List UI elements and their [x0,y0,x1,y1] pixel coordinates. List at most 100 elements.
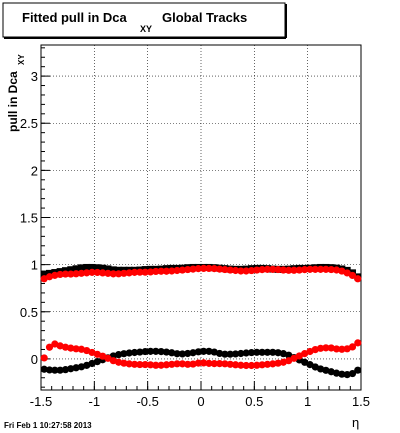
grid-lines [40,45,362,390]
data-point-circle [152,267,160,276]
data-point-circle [173,350,181,358]
data-point-circle [189,349,197,357]
y-axis-ticks: 0 0.5 1 1.5 2 2.5 3 [20,47,50,388]
data-point-circle [327,265,335,274]
data-point-circle [72,364,80,372]
data-point-circle [125,360,133,368]
x-tick-label: 1 [304,394,311,409]
x-tick-label: -1 [89,394,101,409]
data-point-circle [125,349,133,357]
data-point-circle [247,361,256,370]
data-point-circle [226,360,234,368]
y-tick-label: 0 [31,352,38,367]
data-point-circle [168,267,176,275]
data-point-circle [56,270,64,279]
data-point-circle [61,343,70,351]
y-tick-label: 0.5 [20,305,38,320]
data-point-circle [279,266,287,274]
data-point-square [88,263,96,271]
data-point-circle [295,266,303,274]
data-point-circle [205,359,213,367]
data-point-circle [263,360,272,368]
data-point-circle [146,347,155,355]
chart-title-main: Fitted pull in Dca [22,10,127,25]
data-point-circle [285,266,293,274]
data-point-circle [178,266,186,274]
data-point-circle [61,366,70,374]
x-tick-label: 0.5 [245,394,263,409]
data-point-circle [77,269,86,277]
data-point-circle [141,347,149,356]
data-point-circle [61,270,70,278]
data-point-circle [67,344,75,352]
data-point-circle [231,266,240,275]
data-point-circle [226,350,234,358]
data-point-circle [231,350,240,358]
data-point-circle [301,266,309,274]
data-point-circle [226,266,234,274]
data-point-circle [88,268,96,276]
data-point-circle [216,349,224,358]
data-point-circle [184,265,192,274]
data-point-circle [130,268,139,276]
x-tick-label: 0 [197,394,204,409]
data-point-circle [332,345,341,353]
y-axis-label-sub: XY [17,54,26,65]
data-point-circle [136,360,144,369]
x-tick-label: 1.5 [352,394,370,409]
chart-title-tail: Global Tracks [162,10,247,25]
series-3 [40,339,362,370]
data-point-circle [216,360,224,368]
series-2 [40,347,362,379]
data-point-circle [162,267,171,275]
data-point-circle [253,348,261,356]
data-point-square [67,266,75,274]
data-point-circle [263,348,272,356]
x-axis-ticks: -1.5 -1 -0.5 0 0.5 1 1.5 [30,381,370,409]
data-point-circle [242,361,250,370]
data-point-circle [184,349,192,358]
data-point-circle [146,361,155,369]
data-point-circle [258,265,266,274]
data-point-circle [242,349,250,357]
x-tick-label: -0.5 [136,394,158,409]
data-point-square [40,270,48,278]
data-point-circle [130,348,139,357]
data-point-square [109,266,117,274]
data-point-circle [146,268,155,276]
data-point-circle [354,339,362,347]
data-point-circle [136,268,144,276]
data-series [40,263,362,379]
y-tick-label: 1.5 [20,211,38,226]
data-point-circle [348,271,357,280]
data-point-circle [168,360,176,368]
data-point-circle [274,265,282,274]
data-point-circle [210,265,218,273]
data-point-square [99,264,107,272]
data-point-circle [205,347,213,355]
data-point-circle [189,265,197,273]
data-point-circle [221,360,229,368]
data-point-circle [269,265,277,273]
data-point-circle [51,271,59,279]
x-axis-label: η [352,415,359,430]
data-point-circle [56,366,64,374]
data-point-circle [269,348,277,356]
series-1 [40,264,362,283]
chart-title-sub: XY [140,24,152,34]
data-point-circle [120,359,128,367]
data-point-circle [311,265,319,273]
data-point-square [104,265,112,273]
data-point-circle [184,360,192,368]
data-point-circle [99,269,107,277]
data-point-circle [115,270,123,278]
data-point-circle [316,265,325,273]
data-point-circle [157,267,165,275]
data-point-square [72,265,80,273]
data-point-circle [40,354,48,362]
data-point-circle [237,267,245,275]
data-point-circle [130,360,139,368]
data-point-circle [338,345,346,353]
data-point-circle [173,266,181,275]
data-point-circle [178,360,186,368]
